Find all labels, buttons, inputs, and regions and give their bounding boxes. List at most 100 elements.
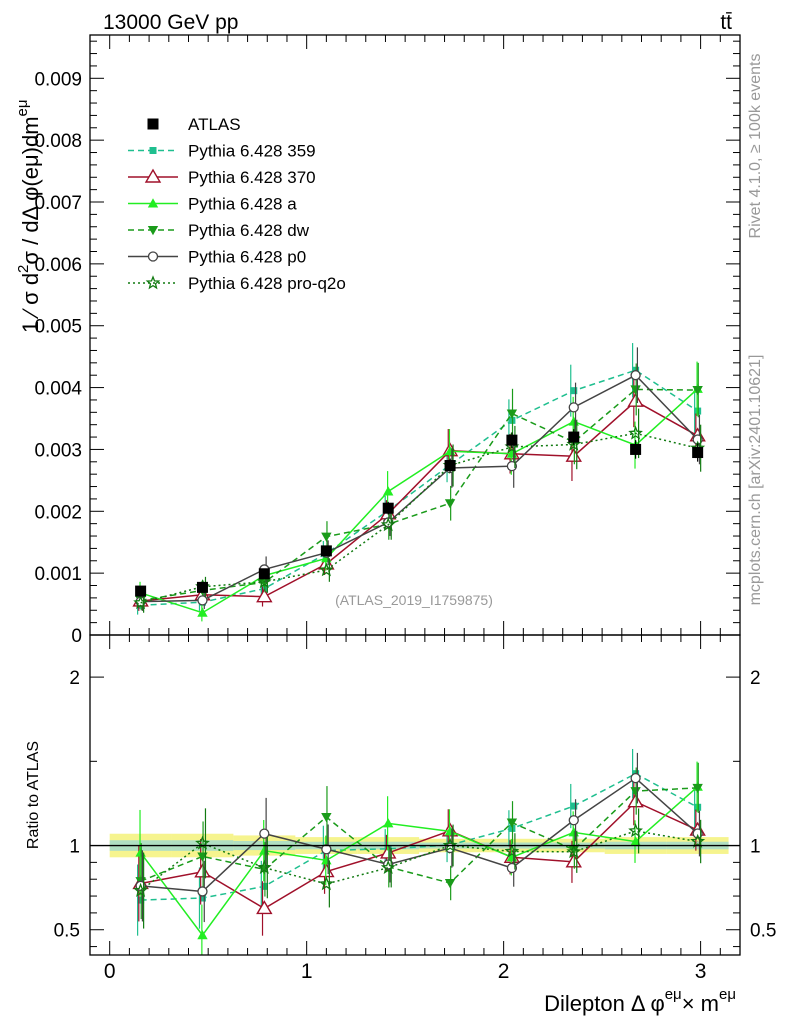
legend-marker [147,226,159,236]
ratio-point [570,802,578,810]
ratio-plot-frame [89,634,741,956]
data-point [692,386,703,396]
ratio-point [197,930,208,940]
data-point [197,595,208,606]
series-ratio-line [140,800,698,910]
ratio-y-axis-label: Ratio to ATLAS [25,741,42,849]
series-ratio-line [140,786,699,937]
y-tick-label: 0.002 [34,502,82,523]
legend-entry-atlas: ATLAS [147,115,241,134]
ratio-point [506,862,518,874]
x-tick-label: 0 [104,960,116,983]
legend-entry: Pythia 6.428 p0 [128,248,306,267]
legend-entry: Pythia 6.428 359 [128,142,316,161]
data-point [568,402,579,413]
legend-label: Pythia 6.428 370 [188,168,316,187]
data-point [506,460,518,472]
x-axis-label-main: Dilepton [544,991,625,1016]
data-point [321,532,332,542]
data-point [197,607,208,617]
data-point [568,416,579,426]
series-pythia-6428-pro-q2o [133,408,706,929]
data-point [319,562,334,577]
ratio-point [690,833,706,848]
legend-marker [147,198,159,208]
legend-label: Pythia 6.428 p0 [188,248,306,267]
data-point [256,588,273,603]
y-axis-label-sup: eμ [14,99,31,116]
ratio-point [256,859,272,874]
side-rivet-label: Rivet 4.1.0, ≥ 100k events [747,54,764,239]
series-ratio-line [140,787,698,884]
series-ratio-line [140,830,698,892]
series-line [140,388,698,602]
ratio-point [566,844,582,859]
x-axis-label: Dilepton Δ φeμ× meμ [544,986,736,1016]
ratio-point [692,828,703,839]
y-tick-label: 0.003 [34,440,82,461]
legend-marker [147,251,159,262]
data-point [628,425,643,440]
x-axis-label-times: × m [682,991,719,1016]
data-point [380,517,396,532]
ratio-point [504,843,520,858]
y-tick-label: 0.004 [34,379,82,400]
y-tick-label: 0.005 [34,317,82,338]
legend-marker [145,275,161,290]
x-tick-label: 1 [301,960,313,983]
y-axis-label-part-1: 1 ⁄ σ d [18,273,43,333]
atlas-data-point [196,581,208,593]
data-point [383,486,394,496]
ratio-tick-label: 0.5 [54,921,80,942]
ratio-tick-label-right: 2 [750,668,761,689]
legend-label: Pythia 6.428 pro-q2o [188,274,346,293]
ratio-point [630,773,641,784]
legend-marker [144,168,162,183]
y-tick-label: 0 [71,626,82,647]
atlas-data-point [568,431,580,443]
atlas-data-point [320,545,332,557]
legend-entry: Pythia 6.428 370 [128,168,316,187]
x-axis-label-sup2: eμ [719,986,736,1003]
ratio-point [508,824,516,832]
legend-marker [147,118,159,130]
energy-label: 13000 GeV pp [103,11,238,34]
ratio-point [321,844,332,855]
legend-label: ATLAS [188,115,241,134]
series-pythia-6428-p0 [135,347,703,923]
legend-label: Pythia 6.428 a [188,195,297,214]
y-tick-label: 0.006 [34,255,82,276]
legend: ATLAS Pythia 6.428 359 Pythia 6.428 370 Pyt… [128,115,346,293]
ratio-point [568,827,579,837]
series-line [140,374,699,603]
series-atlas [135,429,704,597]
data-point [133,594,148,610]
atlas-data-point [382,502,394,514]
ratio-point [630,787,641,797]
ratio-point [256,900,273,915]
ratio-point [692,783,703,794]
y-tick-label: 0.001 [34,564,82,585]
axes-layer: 0 0.001 0.002 0.003 0.004 0.005 0.006 0.007 0.00… [34,34,776,983]
data-point [630,385,641,395]
watermark-label: (ATLAS_2019_I1759875) [335,592,493,608]
side-mcplots-label: mcplots.cern.ch [arXiv:2401.10621] [747,355,764,606]
ratio-point [197,886,208,897]
ratio-tick-label: 2 [69,668,80,689]
legend-label: Pythia 6.428 359 [188,142,316,161]
atlas-data-point [444,460,456,472]
series-line [140,400,699,602]
atlas-data-point [692,447,704,459]
data-point [570,387,578,395]
atlas-data-point [258,568,270,580]
ratio-point [444,879,456,889]
ratio-point [380,859,396,875]
series-line [140,388,699,614]
ratio-point [133,882,148,897]
data-point [506,409,518,419]
y-axis-label-sup2: 2 [15,265,32,273]
ratio-point [506,818,518,828]
data-point [256,573,272,589]
ratio-tick-label: 1 [69,837,80,858]
